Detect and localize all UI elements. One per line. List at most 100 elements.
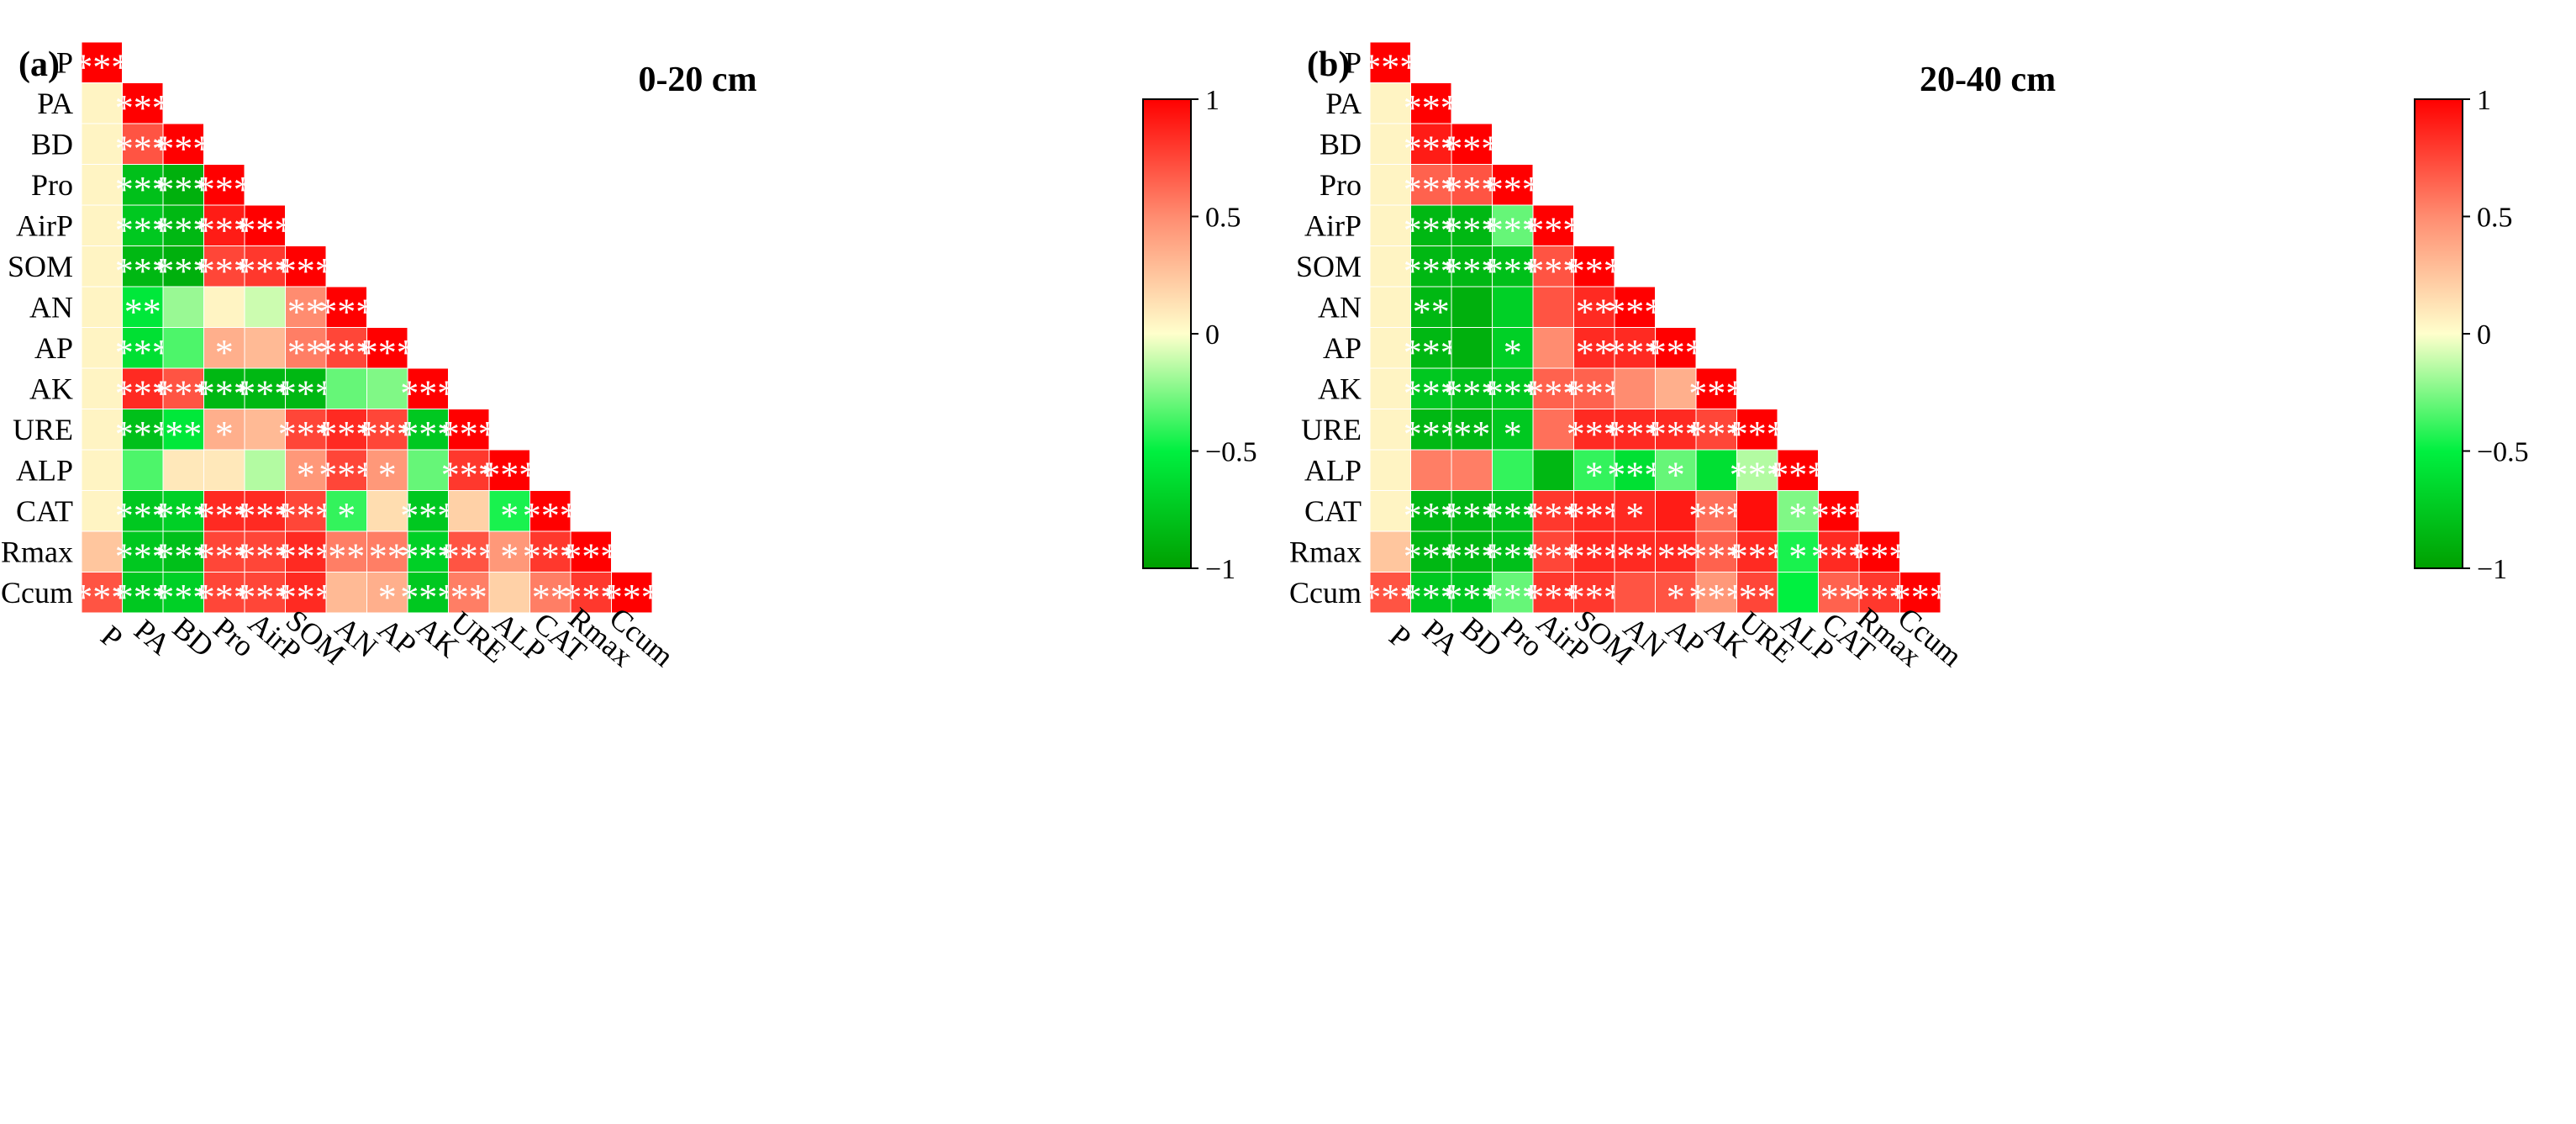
significance-label: *** xyxy=(237,372,292,414)
significance-label: * xyxy=(1788,536,1807,577)
panel-title-a: 0-20 cm xyxy=(638,61,756,99)
significance-label: *** xyxy=(1444,495,1499,536)
heatmap-cell xyxy=(407,530,449,573)
heatmap-cell xyxy=(1451,327,1493,369)
significance-label: *** xyxy=(1485,251,1541,292)
heatmap-cell xyxy=(81,572,123,614)
heatmap-cell xyxy=(1695,572,1737,614)
significance-label: *** xyxy=(1404,536,1459,577)
significance-label: * xyxy=(215,414,234,455)
significance-label: *** xyxy=(1362,577,1418,618)
heatmap-cell xyxy=(1532,572,1574,614)
heatmap-cell xyxy=(1573,572,1615,614)
row-label: URE xyxy=(1301,413,1362,446)
significance-label: *** xyxy=(1607,291,1662,332)
panel-title-b: 20-40 cm xyxy=(1920,61,2056,99)
significance-label: *** xyxy=(155,372,211,414)
significance-label: *** xyxy=(1404,251,1459,292)
row-label: CAT xyxy=(16,494,73,528)
significance-label: *** xyxy=(360,414,415,455)
heatmap-cell xyxy=(1369,449,1411,491)
significance-label: *** xyxy=(523,495,578,536)
significance-label: *** xyxy=(1730,536,1785,577)
significance-label: ** xyxy=(1616,536,1653,577)
significance-label: *** xyxy=(1404,209,1459,251)
heatmap-cell xyxy=(81,245,123,288)
heatmap-cell xyxy=(1655,449,1697,491)
significance-label: * xyxy=(1667,577,1685,618)
significance-label: *** xyxy=(1811,495,1867,536)
heatmap-cell xyxy=(244,449,286,491)
significance-label: *** xyxy=(1688,414,1744,455)
significance-label: *** xyxy=(115,251,171,292)
significance-label: *** xyxy=(1525,495,1581,536)
row-label: AN xyxy=(1318,290,1362,324)
significance-label: * xyxy=(1625,495,1644,536)
colorbar-tick-label: −1 xyxy=(2477,554,2507,585)
heatmap-cell xyxy=(1369,572,1411,614)
significance-label: *** xyxy=(1607,332,1662,373)
significance-label: *** xyxy=(1485,495,1541,536)
heatmap-cell xyxy=(162,327,204,369)
heatmap-cell xyxy=(162,286,204,328)
significance-label: *** xyxy=(155,209,211,251)
heatmap-cell xyxy=(1736,490,1778,532)
row-label: PA xyxy=(1325,87,1362,120)
significance-label: *** xyxy=(197,495,252,536)
heatmap-cell xyxy=(285,245,327,288)
significance-label: *** xyxy=(237,495,292,536)
heatmap-cell xyxy=(1410,327,1452,369)
heatmap-cell xyxy=(244,327,286,369)
heatmap-cell xyxy=(1451,490,1493,532)
significance-label: *** xyxy=(237,251,292,292)
heatmap-cell xyxy=(285,530,327,573)
heatmap-cell xyxy=(244,530,286,573)
heatmap-cell xyxy=(1736,530,1778,573)
heatmap-cell xyxy=(122,286,164,328)
significance-label: *** xyxy=(1485,536,1541,577)
heatmap-cell xyxy=(611,572,653,614)
significance-label: * xyxy=(378,454,397,495)
significance-label: * xyxy=(500,536,519,577)
significance-label: *** xyxy=(278,577,334,618)
heatmap-cell xyxy=(448,409,490,451)
significance-label: *** xyxy=(1404,577,1459,618)
heatmap-cell xyxy=(122,490,164,532)
significance-label: *** xyxy=(74,46,129,87)
colorbar-gradient-b xyxy=(2414,98,2463,569)
significance-label: *** xyxy=(604,577,660,618)
significance-label: *** xyxy=(115,536,171,577)
heatmap-cell xyxy=(1573,245,1615,288)
significance-label: ** xyxy=(450,577,487,618)
colorbar-gradient-a xyxy=(1142,98,1192,569)
significance-label: *** xyxy=(115,169,171,210)
heatmap-cell xyxy=(325,367,367,409)
significance-label: *** xyxy=(1770,454,1825,495)
row-label: P xyxy=(56,45,73,79)
heatmap-cell xyxy=(1695,409,1737,451)
heatmap-cell xyxy=(203,286,245,328)
significance-label: ** xyxy=(287,291,324,332)
row-label: URE xyxy=(13,413,73,446)
significance-label: ** xyxy=(1576,291,1613,332)
heatmap-cell xyxy=(1410,286,1452,328)
significance-label: *** xyxy=(1444,372,1499,414)
heatmap-cell xyxy=(203,204,245,246)
heatmap-cell xyxy=(285,449,327,491)
row-label: Ccum xyxy=(1289,576,1362,609)
significance-label: *** xyxy=(1607,414,1662,455)
heatmap-cell xyxy=(1573,286,1615,328)
heatmap-cell xyxy=(1655,367,1697,409)
significance-label: *** xyxy=(1444,169,1499,210)
heatmap-cell xyxy=(448,572,490,614)
significance-label: *** xyxy=(563,536,619,577)
significance-label: *** xyxy=(1404,128,1459,169)
significance-label: * xyxy=(215,332,234,373)
heatmap-cell xyxy=(366,530,408,573)
heatmap-cell xyxy=(366,327,408,369)
heatmap-cell xyxy=(448,530,490,573)
significance-label: *** xyxy=(319,291,374,332)
significance-label: ** xyxy=(1576,332,1613,373)
heatmap-cell xyxy=(1410,449,1452,491)
heatmap-cell xyxy=(366,449,408,491)
